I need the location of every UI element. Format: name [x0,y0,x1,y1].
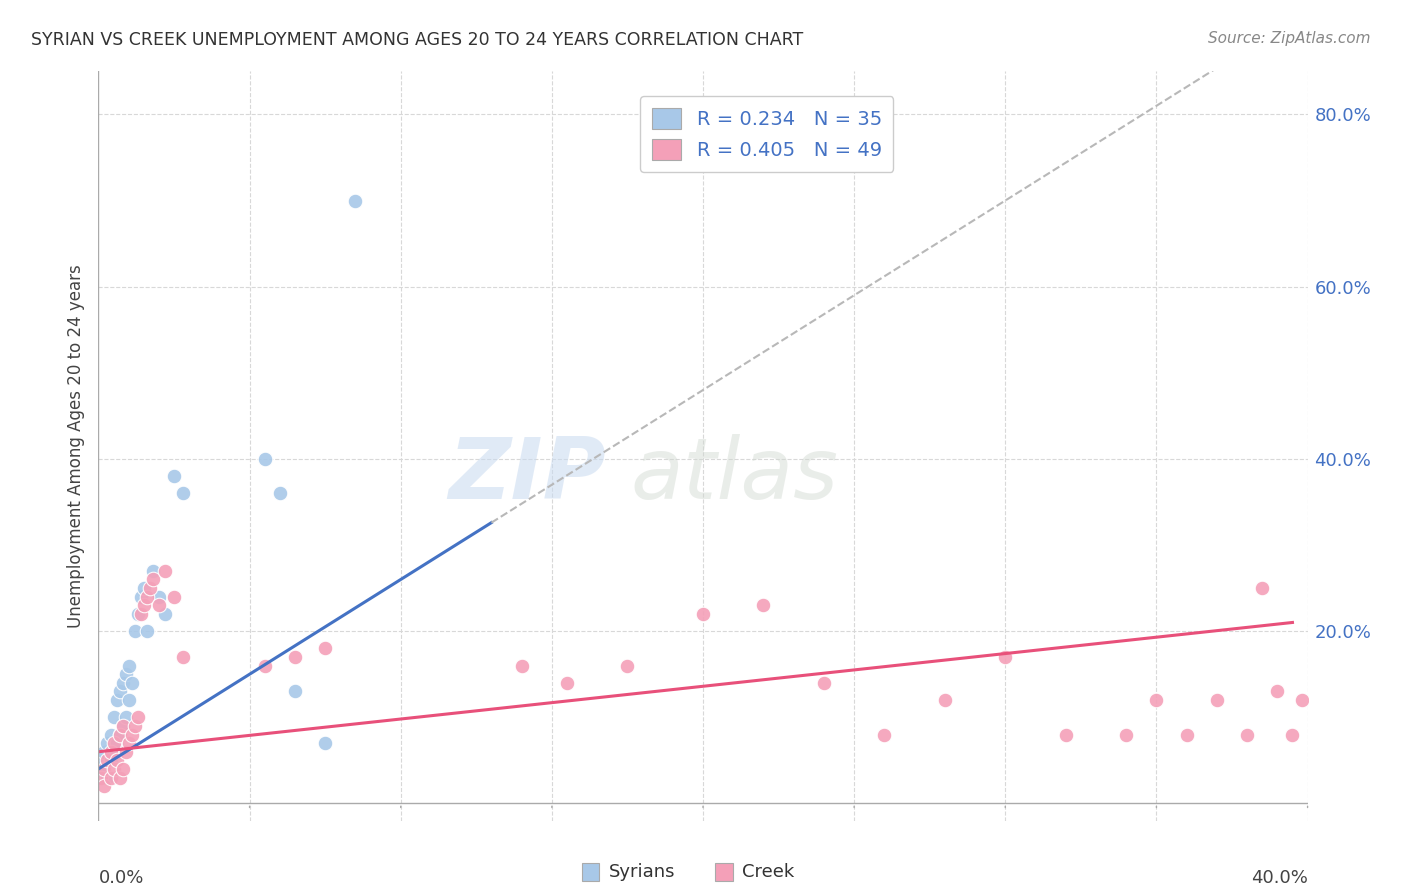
Point [616,658,638,673]
Point [135,590,157,604]
Point [135,624,157,639]
Point [163,469,186,483]
Point [163,590,186,604]
Point [269,486,291,500]
Point [148,599,170,613]
Point [314,641,336,656]
Point [994,650,1017,665]
Point [105,736,128,750]
Point [692,607,714,621]
Point [132,581,155,595]
Point [934,693,956,707]
Point [121,676,143,690]
Text: ZIP: ZIP [449,434,606,517]
Point [96,736,118,750]
Point [132,599,155,613]
Text: 0.0%: 0.0% [98,870,143,888]
Point [1115,727,1137,741]
Point [752,599,775,613]
Point [314,736,336,750]
Point [114,745,136,759]
Text: Creek: Creek [742,863,794,880]
Point [90,762,112,776]
Point [148,590,170,604]
Point [100,753,122,767]
Y-axis label: Unemployment Among Ages 20 to 24 years: Unemployment Among Ages 20 to 24 years [66,264,84,628]
Point [90,771,112,785]
Point [127,710,149,724]
Point [103,736,125,750]
Point [344,194,367,208]
Text: SYRIAN VS CREEK UNEMPLOYMENT AMONG AGES 20 TO 24 YEARS CORRELATION CHART: SYRIAN VS CREEK UNEMPLOYMENT AMONG AGES … [31,31,803,49]
Point [96,753,118,767]
Point [108,684,131,698]
Point [510,658,533,673]
Text: Syrians: Syrians [609,863,676,880]
Point [111,676,134,690]
Text: 40.0%: 40.0% [1251,870,1308,888]
Point [103,710,125,724]
Point [100,727,122,741]
Point [108,727,131,741]
Point [121,727,143,741]
Point [142,573,165,587]
Point [118,693,141,707]
Point [813,676,835,690]
Point [124,719,146,733]
Point [108,771,131,785]
Point [118,658,141,673]
Point [1251,581,1274,595]
Point [555,676,578,690]
Point [284,650,307,665]
Point [129,607,152,621]
Point [139,581,162,595]
Point [284,684,307,698]
Point [172,486,194,500]
Point [129,590,152,604]
FancyBboxPatch shape [716,863,733,880]
Point [253,658,276,673]
Point [1281,727,1303,741]
Point [111,719,134,733]
Point [873,727,896,741]
Text: Source: ZipAtlas.com: Source: ZipAtlas.com [1208,31,1371,46]
Point [142,564,165,578]
Point [1206,693,1229,707]
Point [100,745,122,759]
Point [153,564,176,578]
Legend: R = 0.234   N = 35, R = 0.405   N = 49: R = 0.234 N = 35, R = 0.405 N = 49 [640,96,893,171]
Point [105,693,128,707]
Point [1236,727,1258,741]
FancyBboxPatch shape [582,863,599,880]
Point [153,607,176,621]
Point [93,779,115,793]
Point [108,727,131,741]
Point [93,753,115,767]
Text: atlas: atlas [630,434,838,517]
Point [96,771,118,785]
Point [1144,693,1167,707]
Point [105,753,128,767]
Point [1291,693,1313,707]
Point [103,762,125,776]
Point [253,451,276,466]
Point [111,719,134,733]
Point [1054,727,1077,741]
Point [1267,684,1289,698]
Point [172,650,194,665]
Point [114,710,136,724]
Point [114,667,136,681]
Point [100,771,122,785]
Point [111,762,134,776]
Point [127,607,149,621]
Point [118,736,141,750]
Point [103,745,125,759]
Point [124,624,146,639]
Point [93,745,115,759]
Point [93,762,115,776]
Point [1175,727,1198,741]
